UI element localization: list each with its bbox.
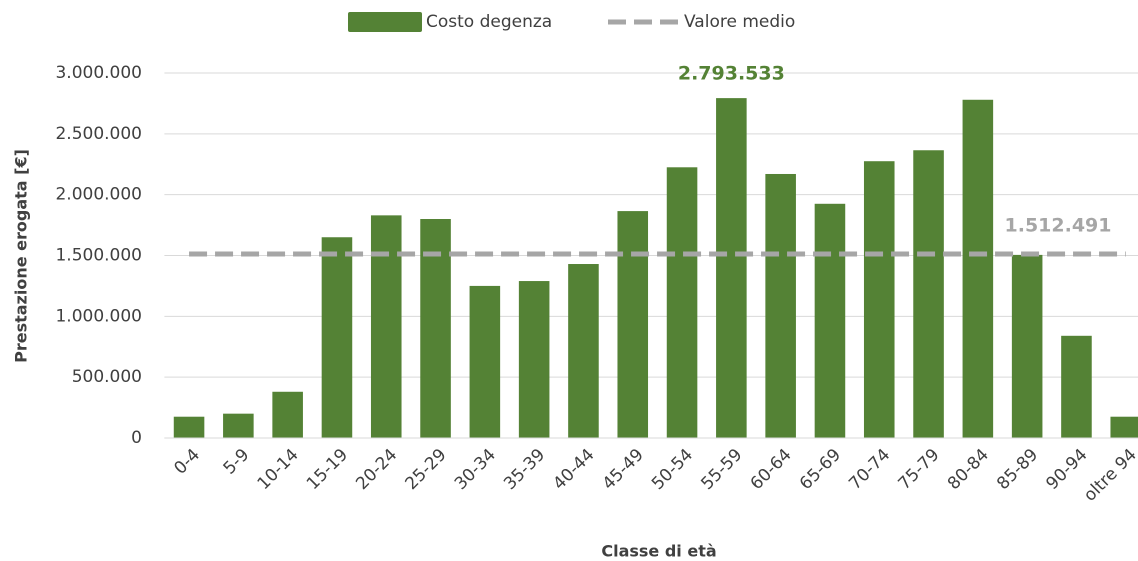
x-tick-label: 80-84 — [944, 445, 993, 494]
y-tick-label: 1.500.000 — [55, 246, 142, 266]
bar — [765, 173, 796, 438]
x-tick-label: 40-44 — [549, 445, 598, 494]
y-tick-label: 0 — [131, 428, 142, 448]
bar — [370, 215, 402, 438]
bar — [272, 391, 303, 438]
legend-label: Costo degenza — [426, 12, 552, 32]
x-tick-label: 70-74 — [845, 445, 894, 494]
bar — [1110, 416, 1138, 438]
legend-label: Valore medio — [684, 12, 795, 32]
x-tick-label: 85-89 — [993, 445, 1042, 494]
bar — [518, 281, 550, 438]
bar — [617, 211, 649, 438]
y-axis-title: Prestazione erogata [€] — [12, 149, 31, 363]
x-tick-label: 5-9 — [220, 445, 254, 479]
bar — [223, 413, 254, 438]
bar — [962, 99, 994, 439]
y-tick-label: 3.000.000 — [55, 63, 142, 83]
bar — [321, 237, 353, 438]
bar — [1061, 335, 1092, 438]
x-tick-label: 0-4 — [170, 445, 204, 479]
x-tick-label: oltre 94 — [1080, 445, 1138, 506]
mean-label: 1.512.491 — [1005, 214, 1112, 236]
x-axis-title: Classe di età — [601, 542, 716, 561]
y-tick-label: 500.000 — [72, 367, 142, 387]
x-tick-label: 45-49 — [599, 445, 648, 494]
x-tick-label: 65-69 — [796, 445, 845, 494]
bar — [568, 264, 599, 438]
bar — [173, 416, 205, 438]
y-tick-label: 2.500.000 — [55, 124, 142, 144]
legend-swatch — [348, 12, 422, 32]
x-tick-label: 75-79 — [895, 445, 944, 494]
data-label: 2.793.533 — [678, 63, 785, 85]
x-tick-label: 50-54 — [648, 445, 697, 494]
x-tick-label: 20-24 — [352, 445, 401, 494]
x-tick-label: 25-29 — [402, 445, 451, 494]
bar — [1011, 254, 1043, 438]
x-tick-label: 60-64 — [747, 445, 796, 494]
x-tick-label: 10-14 — [254, 445, 303, 494]
bar — [863, 161, 895, 439]
bar — [716, 98, 747, 439]
x-tick-label: 30-34 — [451, 445, 500, 494]
bar — [469, 285, 501, 438]
bar — [913, 150, 944, 438]
y-tick-label: 1.000.000 — [55, 306, 142, 326]
x-tick-label: 15-19 — [303, 445, 352, 494]
bar — [814, 203, 846, 438]
bar — [666, 167, 698, 438]
x-tick-label: 35-39 — [500, 445, 549, 494]
x-tick-label: 55-59 — [697, 445, 746, 494]
y-tick-label: 2.000.000 — [55, 185, 142, 205]
